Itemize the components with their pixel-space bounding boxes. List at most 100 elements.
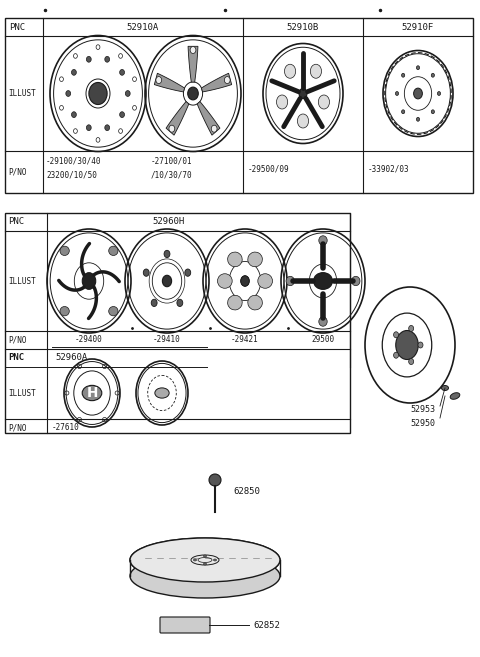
Ellipse shape <box>66 91 71 97</box>
Ellipse shape <box>414 88 422 99</box>
Ellipse shape <box>431 74 434 77</box>
Text: P/NO: P/NO <box>8 336 26 344</box>
Ellipse shape <box>108 246 118 256</box>
Ellipse shape <box>241 276 249 286</box>
Ellipse shape <box>319 236 327 245</box>
Ellipse shape <box>60 246 69 256</box>
Text: 23200/10/50: 23200/10/50 <box>46 170 97 179</box>
Polygon shape <box>155 73 184 92</box>
Ellipse shape <box>396 91 398 95</box>
Ellipse shape <box>155 388 169 398</box>
Ellipse shape <box>108 307 118 316</box>
Ellipse shape <box>286 277 294 286</box>
Ellipse shape <box>431 110 434 114</box>
Polygon shape <box>166 102 189 135</box>
Text: -29100/30/40: -29100/30/40 <box>46 157 101 166</box>
Ellipse shape <box>396 330 418 359</box>
Ellipse shape <box>89 83 107 104</box>
Ellipse shape <box>313 273 333 289</box>
Ellipse shape <box>204 563 206 565</box>
Ellipse shape <box>72 70 76 76</box>
Text: -27610: -27610 <box>52 424 80 432</box>
Text: /10/30/70: /10/30/70 <box>151 170 192 179</box>
Text: H: H <box>86 386 98 400</box>
Ellipse shape <box>311 64 322 78</box>
FancyBboxPatch shape <box>160 617 210 633</box>
Ellipse shape <box>120 70 124 76</box>
Ellipse shape <box>402 74 405 77</box>
Text: P/NO: P/NO <box>8 168 26 177</box>
Text: P/NO: P/NO <box>8 424 26 432</box>
Ellipse shape <box>258 274 273 288</box>
Text: 62850: 62850 <box>233 487 260 497</box>
Ellipse shape <box>211 125 217 132</box>
Ellipse shape <box>319 317 327 327</box>
Ellipse shape <box>86 125 91 131</box>
Text: ILLUST: ILLUST <box>8 388 36 397</box>
Ellipse shape <box>164 250 170 258</box>
Ellipse shape <box>318 95 330 109</box>
Ellipse shape <box>299 89 307 99</box>
Ellipse shape <box>130 554 280 598</box>
Ellipse shape <box>442 386 448 390</box>
Ellipse shape <box>217 274 232 288</box>
Ellipse shape <box>185 269 191 277</box>
Ellipse shape <box>224 77 230 83</box>
Ellipse shape <box>394 352 398 358</box>
Text: PNC: PNC <box>8 353 24 363</box>
Text: ILLUST: ILLUST <box>8 277 36 286</box>
Ellipse shape <box>169 125 175 132</box>
Ellipse shape <box>82 273 96 289</box>
Circle shape <box>209 474 221 486</box>
Ellipse shape <box>351 277 360 286</box>
Text: 52910A: 52910A <box>127 22 159 32</box>
Ellipse shape <box>248 252 263 267</box>
Text: 52910F: 52910F <box>402 22 434 32</box>
Text: 52950: 52950 <box>410 420 435 428</box>
Ellipse shape <box>248 295 263 310</box>
Ellipse shape <box>82 386 102 401</box>
Ellipse shape <box>105 57 109 62</box>
Text: 52960A: 52960A <box>55 353 87 363</box>
Ellipse shape <box>450 393 460 399</box>
Text: -29400: -29400 <box>75 336 103 344</box>
Text: -29410: -29410 <box>153 336 181 344</box>
Ellipse shape <box>190 47 196 53</box>
Ellipse shape <box>228 252 242 267</box>
Text: 52953: 52953 <box>410 405 435 415</box>
Ellipse shape <box>204 555 206 557</box>
Polygon shape <box>202 73 232 92</box>
Ellipse shape <box>285 64 296 78</box>
Ellipse shape <box>86 57 91 62</box>
Text: -29500/09: -29500/09 <box>248 165 289 174</box>
Text: 62852: 62852 <box>253 620 280 629</box>
Ellipse shape <box>60 307 69 316</box>
Bar <box>5 18 473 193</box>
Ellipse shape <box>241 276 249 286</box>
Ellipse shape <box>151 299 157 307</box>
Ellipse shape <box>120 112 124 118</box>
Ellipse shape <box>408 359 414 365</box>
Text: ILLUST: ILLUST <box>8 89 36 98</box>
Ellipse shape <box>417 118 420 122</box>
Ellipse shape <box>188 87 198 100</box>
Text: 29500: 29500 <box>312 336 335 344</box>
Text: PNC: PNC <box>9 22 25 32</box>
Bar <box>5 213 350 433</box>
Text: -29421: -29421 <box>231 336 259 344</box>
Ellipse shape <box>144 269 149 277</box>
Text: 52910B: 52910B <box>287 22 319 32</box>
Ellipse shape <box>394 332 398 338</box>
Polygon shape <box>188 46 198 82</box>
Ellipse shape <box>72 112 76 118</box>
Ellipse shape <box>130 538 280 582</box>
Polygon shape <box>197 102 220 135</box>
Ellipse shape <box>402 110 405 114</box>
Ellipse shape <box>418 342 423 348</box>
Ellipse shape <box>228 295 242 310</box>
Ellipse shape <box>437 91 441 95</box>
Ellipse shape <box>105 125 109 131</box>
Ellipse shape <box>156 77 162 83</box>
Ellipse shape <box>162 275 172 286</box>
Text: PNC: PNC <box>8 217 24 227</box>
